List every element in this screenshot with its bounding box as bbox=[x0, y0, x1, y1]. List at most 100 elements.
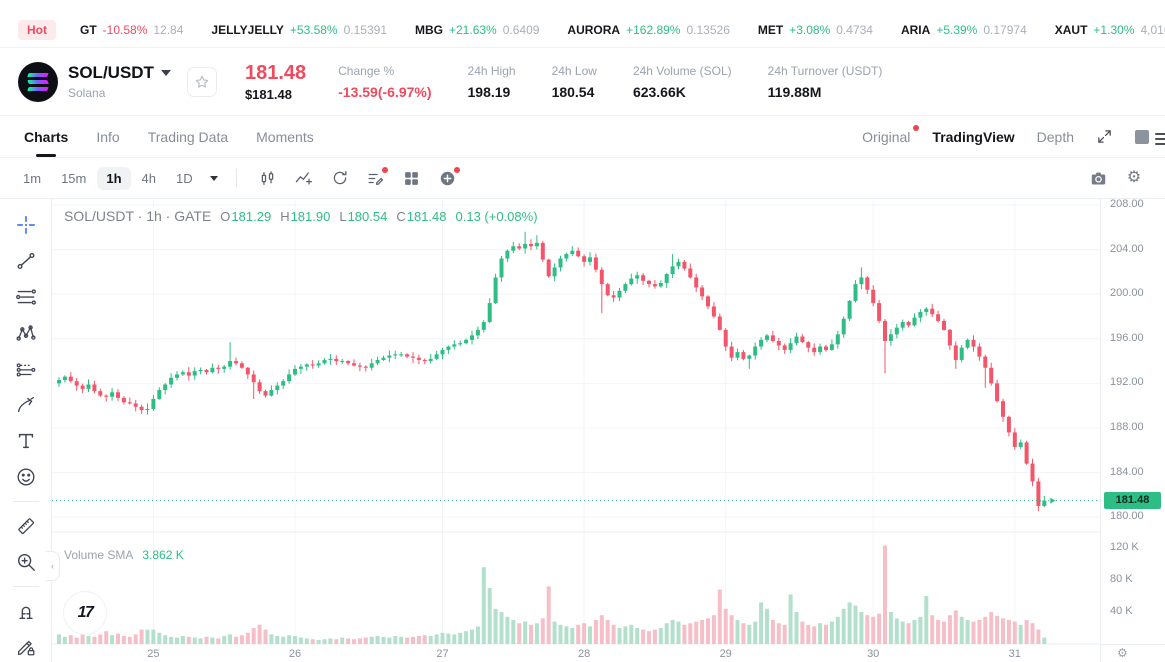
ticker-item[interactable]: XAUT +1.30% 4,016.8 bbox=[1055, 23, 1165, 37]
volume-bar bbox=[1012, 621, 1017, 644]
pair-dropdown-caret-icon[interactable] bbox=[160, 70, 171, 76]
volume-bar bbox=[517, 623, 522, 644]
gridlines bbox=[52, 199, 1100, 645]
candle bbox=[1018, 442, 1023, 447]
pattern-tool-icon[interactable] bbox=[14, 321, 38, 345]
add-widget-icon[interactable] bbox=[431, 165, 465, 191]
magnet-tool-icon[interactable] bbox=[14, 599, 38, 623]
trend-line-tool-icon[interactable] bbox=[14, 249, 38, 273]
ticker-item[interactable]: ARIA +5.39% 0.17974 bbox=[901, 23, 1027, 37]
volume-bar bbox=[1006, 620, 1011, 644]
ticker-change: +53.58% bbox=[289, 22, 338, 37]
toolbar-collapse-handle[interactable]: ‹ bbox=[46, 551, 60, 581]
text-tool-icon[interactable] bbox=[14, 429, 38, 453]
candle bbox=[440, 349, 445, 355]
volume-bar bbox=[293, 636, 297, 644]
volume-bar bbox=[363, 637, 368, 644]
candle bbox=[711, 306, 716, 317]
price-axis[interactable]: ⚙ 208.00 204.00 200.00 196.00 192.00 188.00 18… bbox=[1100, 198, 1165, 662]
volume-bar bbox=[652, 629, 657, 644]
candle bbox=[251, 374, 256, 383]
ticker-item[interactable]: MBG +21.63% 0.6409 bbox=[415, 23, 539, 37]
timeframe-1d[interactable]: 1D bbox=[176, 170, 193, 186]
volume-bar bbox=[405, 637, 410, 644]
volume-bar bbox=[458, 632, 463, 644]
fullscreen-icon[interactable] bbox=[1096, 128, 1113, 145]
candle bbox=[652, 284, 657, 287]
candle bbox=[416, 357, 421, 360]
chart-mode-depth[interactable]: Depth bbox=[1036, 128, 1074, 145]
tab-trading-data[interactable]: Trading Data bbox=[147, 128, 229, 145]
volume-bar bbox=[812, 626, 817, 644]
menu-icon[interactable] bbox=[1155, 130, 1165, 148]
chart-templates-icon[interactable] bbox=[359, 165, 393, 191]
timeframe-15m[interactable]: 15m bbox=[61, 170, 87, 186]
crosshair-tool-icon[interactable] bbox=[14, 213, 38, 237]
volume-bar bbox=[676, 621, 681, 644]
measure-ruler-tool-icon[interactable] bbox=[14, 514, 38, 538]
volume-bar bbox=[204, 636, 209, 644]
candle bbox=[68, 376, 73, 382]
volume-bar bbox=[977, 620, 982, 644]
candle bbox=[411, 356, 415, 358]
chart-mode-tradingview[interactable]: TradingView bbox=[932, 128, 1015, 145]
timeframe-1h[interactable]: 1h bbox=[97, 166, 131, 190]
candle bbox=[57, 380, 61, 384]
emoji-tool-icon[interactable] bbox=[14, 465, 38, 489]
candle bbox=[759, 339, 764, 347]
candle bbox=[163, 384, 168, 391]
chart-settings-gear-icon[interactable]: ⚙ bbox=[1126, 169, 1142, 186]
axis-settings-gear-icon[interactable]: ⚙ bbox=[1117, 646, 1128, 660]
ticker-item[interactable]: JELLYJELLY +53.58% 0.15391 bbox=[211, 23, 387, 37]
candle bbox=[98, 391, 103, 396]
ticker-price: 0.4734 bbox=[836, 22, 873, 37]
candle bbox=[198, 369, 203, 372]
brush-tool-icon[interactable] bbox=[14, 393, 38, 417]
candle bbox=[523, 244, 528, 249]
refresh-icon[interactable] bbox=[323, 165, 357, 191]
volume-bar bbox=[552, 621, 557, 644]
candle bbox=[104, 395, 109, 397]
candle bbox=[340, 361, 345, 363]
ticker-price: 4,016.8 bbox=[1140, 22, 1165, 37]
timeframe-1m[interactable]: 1m bbox=[23, 170, 42, 186]
candle bbox=[747, 355, 752, 359]
candle bbox=[847, 300, 852, 319]
last-price-badge[interactable]: 181.48 bbox=[1104, 491, 1161, 509]
candle bbox=[310, 364, 315, 366]
candle bbox=[576, 250, 581, 257]
volume-bar bbox=[145, 629, 150, 644]
indicators-icon[interactable] bbox=[287, 165, 321, 191]
price-chart-canvas[interactable]: 25 26 27 28 29 30 31 bbox=[52, 199, 1100, 662]
candle bbox=[629, 278, 634, 285]
zoom-in-tool-icon[interactable] bbox=[14, 550, 38, 574]
ticker-item[interactable]: GT -10.58% 12.84 bbox=[80, 23, 183, 37]
ticker-item[interactable]: MET +3.08% 0.4734 bbox=[758, 23, 873, 37]
timeframe-dropdown-caret-icon[interactable] bbox=[209, 175, 218, 181]
timeframe-4h[interactable]: 4h bbox=[141, 170, 156, 186]
fib-lines-tool-icon[interactable] bbox=[14, 285, 38, 309]
candle bbox=[930, 308, 935, 315]
candle bbox=[357, 365, 362, 367]
tab-charts[interactable]: Charts bbox=[24, 128, 69, 145]
volume-bar bbox=[310, 639, 315, 644]
ticker-item[interactable]: AURORA +162.89% 0.13526 bbox=[567, 23, 729, 37]
favorite-button[interactable] bbox=[186, 66, 217, 97]
pair-name: SOL/USDT bbox=[68, 63, 154, 82]
forecast-tool-icon[interactable] bbox=[14, 357, 38, 381]
snapshot-camera-icon[interactable] bbox=[1081, 165, 1115, 191]
volume-bar bbox=[611, 624, 616, 644]
ticker-symbol: ARIA bbox=[900, 22, 931, 37]
tab-moments[interactable]: Moments bbox=[256, 128, 314, 145]
chart-mode-original[interactable]: Original bbox=[862, 124, 920, 145]
volume-bar bbox=[239, 635, 244, 644]
ticker-price: 0.15391 bbox=[343, 22, 387, 37]
panel-toggle-icon[interactable] bbox=[1135, 129, 1149, 144]
tab-info[interactable]: Info bbox=[96, 128, 120, 145]
candle-style-icon[interactable] bbox=[251, 165, 285, 191]
candle bbox=[953, 345, 958, 360]
layout-grid-icon[interactable] bbox=[395, 165, 429, 191]
drawing-lock-tool-icon[interactable] bbox=[14, 635, 38, 659]
tradingview-logo-watermark[interactable]: 17 bbox=[64, 592, 106, 634]
